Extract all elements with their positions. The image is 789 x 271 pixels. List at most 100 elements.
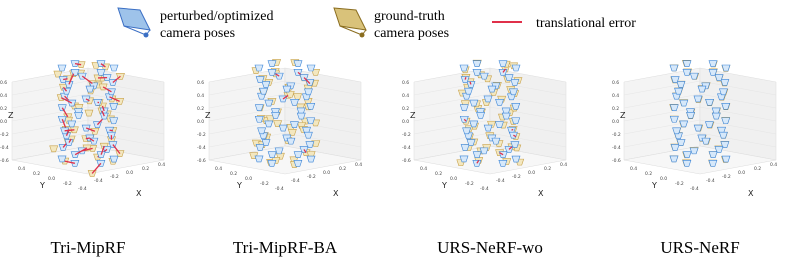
translational-error xyxy=(101,105,105,112)
gt-camera xyxy=(84,109,94,117)
x-tick-label: 0.4 xyxy=(560,162,567,168)
z-tick-label: 0.4 xyxy=(197,93,204,99)
legend-label: translational error xyxy=(536,16,636,31)
optimized-camera xyxy=(464,132,473,140)
optimized-camera xyxy=(109,155,119,163)
plot-gridline xyxy=(11,132,89,148)
z-tick-label: 0.0 xyxy=(0,119,7,125)
plot-gridline xyxy=(413,80,491,96)
plot-gridline xyxy=(11,93,89,109)
y-tick-label: 0.0 xyxy=(450,176,457,182)
plot-gridline xyxy=(87,132,165,148)
z-tick-label: -0.4 xyxy=(402,145,411,151)
x-tick-label: -0.2 xyxy=(722,174,731,180)
z-axis-label: Z xyxy=(410,111,416,120)
optimized-camera xyxy=(67,120,77,128)
optimized-camera xyxy=(682,151,692,158)
x-axis-label: X xyxy=(136,189,142,198)
optimized-camera xyxy=(255,144,265,151)
legend-label: perturbed/optimized xyxy=(160,9,274,24)
optimized-camera xyxy=(267,60,277,67)
optimized-camera xyxy=(267,160,277,167)
plot-panel: 0.6 0.4 0.2 0.0 -0.2 -0.4 -0.6 -0.4 -0.2 0.0 0.2 0.… xyxy=(402,59,567,257)
translational-error xyxy=(91,162,102,174)
optimized-camera xyxy=(483,124,493,132)
y-tick-label: 0.2 xyxy=(230,171,237,177)
z-tick-label: 0.6 xyxy=(402,80,409,86)
translational-error xyxy=(464,77,467,80)
z-axis-label: Z xyxy=(620,111,626,120)
plot-panel: 0.6 0.4 0.2 0.0 -0.2 -0.4 -0.6 -0.4 -0.2 0.0 0.2 0.… xyxy=(612,59,777,257)
optimized-camera xyxy=(254,64,264,72)
y-tick-label: 0.4 xyxy=(630,166,637,172)
optimized-camera xyxy=(708,160,718,167)
optimized-camera xyxy=(459,155,469,163)
translational-error xyxy=(513,134,517,138)
legend-label: camera poses xyxy=(374,26,449,41)
z-tick-label: 0.2 xyxy=(197,106,204,112)
translational-error xyxy=(81,75,93,85)
translational-error xyxy=(63,78,68,81)
optimized-camera xyxy=(476,112,485,119)
optimized-camera xyxy=(254,115,264,123)
y-tick-label: 0.2 xyxy=(33,171,40,177)
optimized-camera xyxy=(720,79,730,86)
optimized-camera xyxy=(714,74,724,81)
z-tick-label: 0.2 xyxy=(402,106,409,112)
y-tick-label: -0.4 xyxy=(275,186,284,192)
optimized-camera xyxy=(257,127,267,135)
translational-error xyxy=(89,137,95,142)
optimized-camera xyxy=(487,85,497,93)
optimized-camera xyxy=(264,99,274,107)
plot-gridline xyxy=(623,80,701,96)
x-tick-label: -0.4 xyxy=(706,178,715,184)
z-tick-label: 0.0 xyxy=(402,119,409,125)
optimized-camera xyxy=(459,64,469,72)
optimized-camera xyxy=(491,137,501,145)
optimized-camera xyxy=(504,74,514,81)
optimized-camera xyxy=(483,95,493,103)
optimized-camera xyxy=(689,72,699,80)
translational-error xyxy=(61,107,69,118)
legend-icon-optimized xyxy=(123,25,147,36)
optimized-camera xyxy=(682,69,692,76)
plot-gridline xyxy=(489,80,567,96)
optimized-camera xyxy=(686,112,695,119)
optimized-camera xyxy=(267,69,277,76)
optimized-camera xyxy=(509,88,518,96)
optimized-camera xyxy=(109,102,119,110)
gt-camera xyxy=(287,128,297,136)
z-tick-label: 0.0 xyxy=(197,119,204,125)
translational-error xyxy=(100,63,106,68)
optimized-camera xyxy=(693,95,703,103)
translational-error xyxy=(85,98,90,102)
optimized-camera xyxy=(718,131,728,139)
translational-error xyxy=(102,86,112,93)
optimized-camera xyxy=(495,121,504,128)
legend-label: camera poses xyxy=(160,26,235,41)
translational-error xyxy=(85,127,96,132)
z-tick-label: -0.4 xyxy=(197,145,206,151)
optimized-camera xyxy=(261,139,271,146)
optimized-camera xyxy=(254,155,264,163)
legend: perturbed/optimized camera poses ground-… xyxy=(117,7,636,41)
optimized-camera xyxy=(267,151,277,158)
legend-label: ground-truth xyxy=(374,9,445,24)
x-tick-label: -0.2 xyxy=(512,174,521,180)
plot-gridline xyxy=(699,132,777,148)
translational-error xyxy=(282,94,289,100)
optimized-camera xyxy=(501,112,511,120)
optimized-camera xyxy=(674,87,683,95)
z-tick-label: -0.2 xyxy=(402,132,411,138)
plot-gridline xyxy=(623,93,701,109)
optimized-camera xyxy=(460,144,470,151)
plot-gridline xyxy=(87,93,165,109)
optimized-camera xyxy=(510,79,520,86)
optimized-camera xyxy=(259,132,268,140)
panel-title: URS-NeRF-wo xyxy=(437,238,543,257)
translational-error xyxy=(68,73,75,85)
translational-error xyxy=(62,86,68,92)
optimized-camera xyxy=(254,104,264,112)
optimized-camera xyxy=(286,137,296,145)
translational-error xyxy=(74,147,88,156)
